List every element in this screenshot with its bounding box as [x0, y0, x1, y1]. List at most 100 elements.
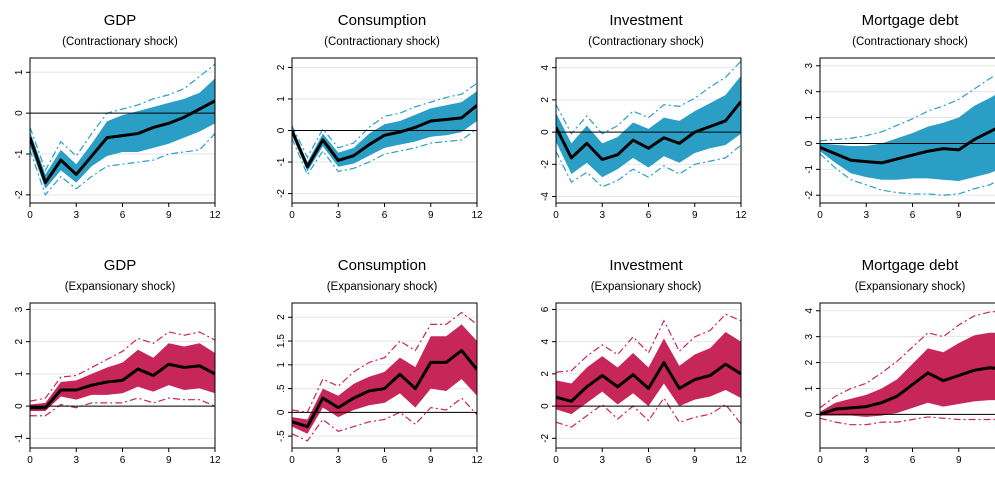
- y-tick-label: 1: [804, 385, 815, 391]
- y-tick-label: 2: [540, 371, 551, 377]
- x-tick-label: 6: [646, 455, 652, 466]
- plot-area: -2 -1 0 1 2 3 0 3 6 9: [804, 57, 995, 221]
- x-tick-label: 9: [692, 210, 698, 221]
- x-tick-label: 0: [817, 455, 823, 466]
- x-tick-label: 3: [73, 210, 79, 221]
- y-tick-label: 1: [804, 114, 815, 120]
- x-tick-label: 6: [120, 210, 126, 221]
- y-tick-label: 2: [804, 88, 815, 94]
- plot-area: -4 -2 0 2 4 0 3 6 9 12: [540, 57, 747, 221]
- y-tick-label: .5: [276, 384, 287, 393]
- ci-upper-line: [292, 311, 477, 414]
- x-tick-label: 3: [335, 455, 341, 466]
- plot-content: [30, 331, 215, 417]
- irf-line: [292, 104, 477, 169]
- plot-content: [556, 313, 741, 428]
- irf-panel: Consumption (Contractionary shock) -2 -1 0 1 2…: [262, 0, 502, 235]
- x-tick-label: 0: [553, 210, 559, 221]
- panel-title: Investment: [609, 12, 683, 29]
- ci-upper-line: [556, 313, 741, 373]
- irf-panel: Investment (Expansionary shock) -2 0 2 4 6 0 3 6 9…: [526, 245, 766, 480]
- plot-content: [292, 311, 477, 442]
- ci-upper-line: [820, 74, 995, 142]
- y-tick-label: -.5: [276, 430, 287, 442]
- x-tick-label: 9: [166, 210, 172, 221]
- irf-line: [292, 349, 477, 429]
- x-tick-label: 6: [910, 455, 916, 466]
- x-tick-label: 12: [735, 210, 747, 221]
- x-tick-label: 3: [863, 455, 869, 466]
- y-tick-label: 3: [14, 306, 25, 312]
- y-tick-label: 2: [276, 64, 287, 70]
- ci-lower-line: [820, 416, 995, 426]
- confidence-band: [820, 332, 995, 417]
- y-tick-label: 6: [540, 306, 551, 312]
- panel-title: GDP: [103, 257, 137, 274]
- y-tick-label: -1: [804, 164, 815, 173]
- y-tick-label: -2: [540, 433, 551, 442]
- y-tick-label: 1: [276, 96, 287, 102]
- panel-subtitle: (Expansionary shock): [326, 281, 438, 293]
- x-tick-label: 12: [209, 210, 221, 221]
- ci-lower-line: [820, 153, 995, 196]
- x-tick-label: 3: [599, 455, 605, 466]
- irf-line: [556, 100, 741, 161]
- plot-content: [820, 74, 995, 196]
- x-tick-label: 3: [73, 455, 79, 466]
- x-tick-label: 12: [209, 455, 221, 466]
- panel-subtitle: (Contractionary shock): [588, 36, 704, 48]
- plot-content: [292, 82, 477, 176]
- ci-upper-line: [556, 60, 741, 135]
- panel-title: Consumption: [337, 12, 427, 29]
- y-tick-label: 4: [540, 64, 551, 70]
- panel-subtitle: (Expansionary shock): [64, 281, 176, 293]
- y-tick-label: 0: [276, 127, 287, 133]
- y-tick-label: -1: [14, 149, 25, 158]
- x-tick-label: 0: [289, 210, 295, 221]
- y-tick-label: -2: [14, 190, 25, 199]
- panel-subtitle: (Expansionary shock): [590, 281, 702, 293]
- y-tick-label: 3: [804, 333, 815, 339]
- y-tick-label: 0: [276, 409, 287, 415]
- plot-content: [820, 311, 995, 426]
- ci-lower-line: [30, 133, 215, 197]
- y-tick-label: 2: [14, 338, 25, 344]
- plot-content: [556, 60, 741, 188]
- plot-area: -.5 0 .5 1 1.5 2 0 3 6 9 12: [276, 302, 483, 466]
- y-tick-label: -4: [540, 192, 551, 201]
- ci-lower-line: [292, 128, 477, 176]
- y-tick-label: 1: [14, 371, 25, 377]
- y-tick-label: -1: [14, 433, 25, 442]
- y-tick-label: 4: [540, 338, 551, 344]
- x-tick-label: 6: [910, 210, 916, 221]
- y-tick-label: -2: [540, 159, 551, 168]
- ci-lower-line: [30, 397, 215, 417]
- panel-title: Mortgage debt: [861, 257, 959, 274]
- panel-title: Mortgage debt: [861, 12, 959, 29]
- x-tick-label: 3: [335, 210, 341, 221]
- panel-title: Consumption: [337, 257, 427, 274]
- y-tick-label: 4: [804, 308, 815, 314]
- x-tick-label: 12: [471, 455, 483, 466]
- x-tick-label: 6: [382, 455, 388, 466]
- y-tick-label: -1: [276, 157, 287, 166]
- irf-line: [30, 99, 215, 185]
- confidence-band: [30, 78, 215, 189]
- panel-title: GDP: [103, 12, 137, 29]
- y-tick-label: 2: [804, 359, 815, 365]
- y-tick-label: 1.5: [276, 334, 287, 348]
- panel-title: Investment: [609, 257, 683, 274]
- confidence-band: [30, 343, 215, 411]
- panel-subtitle: (Contractionary shock): [62, 36, 178, 48]
- x-tick-label: 12: [471, 210, 483, 221]
- x-tick-label: 12: [735, 455, 747, 466]
- y-tick-label: 1: [276, 362, 287, 368]
- y-tick-label: 0: [540, 129, 551, 135]
- ci-lower-line: [556, 396, 741, 428]
- y-tick-label: 2: [540, 97, 551, 103]
- y-tick-label: 3: [804, 63, 815, 69]
- x-tick-label: 9: [692, 455, 698, 466]
- y-tick-label: 2: [276, 314, 287, 320]
- confidence-band: [820, 94, 995, 181]
